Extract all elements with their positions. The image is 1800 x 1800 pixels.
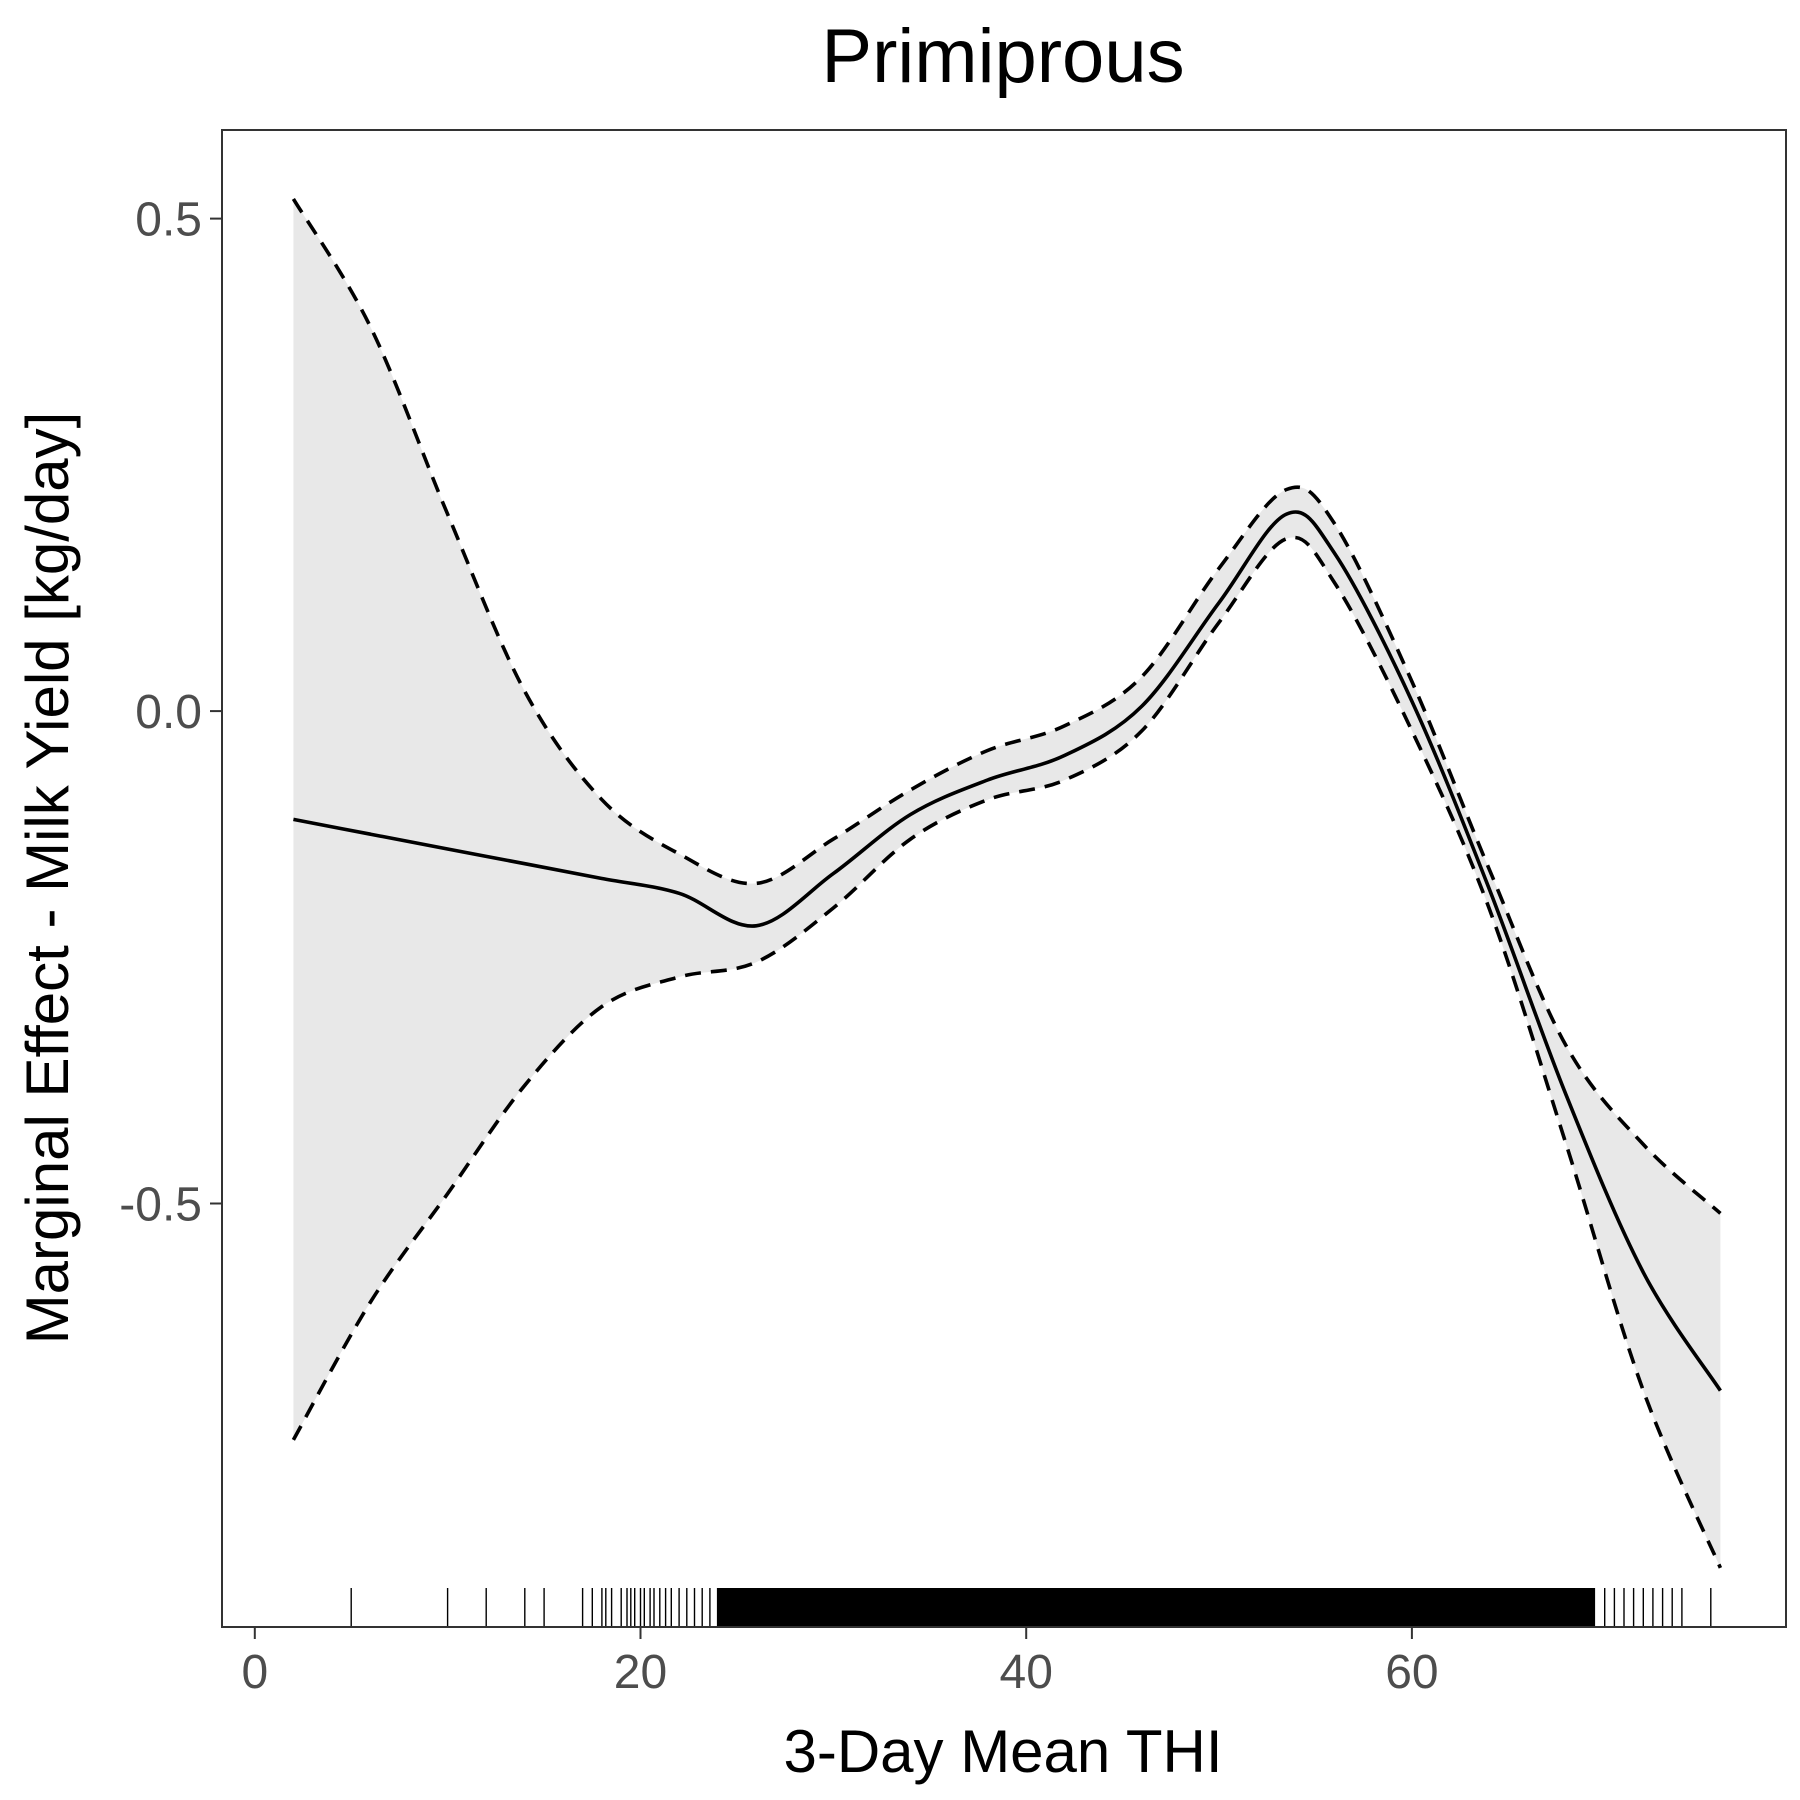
lower-bound-line [291, 535, 1723, 1569]
x-axis-title: 3-Day Mean THI [783, 1718, 1222, 1785]
y-tick-label: 0.0 [135, 686, 202, 739]
rug-dense-region [717, 1588, 1596, 1627]
rug-marks [350, 1588, 1712, 1627]
x-tick-label: 0 [241, 1646, 268, 1699]
estimate-line [293, 510, 1722, 1392]
panel-border [221, 129, 1787, 1628]
x-axis: 0 20 40 60 [241, 1627, 1439, 1699]
plot-area [291, 197, 1723, 1627]
confidence-band [293, 198, 1721, 1568]
x-tick-label: 20 [614, 1646, 667, 1699]
x-tick-label: 40 [1000, 1646, 1053, 1699]
chart-title: Primiprous [821, 14, 1184, 99]
y-tick-label: 0.5 [135, 194, 202, 247]
y-axis-title: Marginal Effect - Milk Yield [kg/day] [14, 412, 81, 1345]
y-tick-label: -0.5 [119, 1179, 202, 1232]
x-tick-label: 60 [1385, 1646, 1438, 1699]
upper-bound-line [291, 197, 1722, 1215]
y-axis: -0.5 0.0 0.5 [119, 194, 222, 1232]
